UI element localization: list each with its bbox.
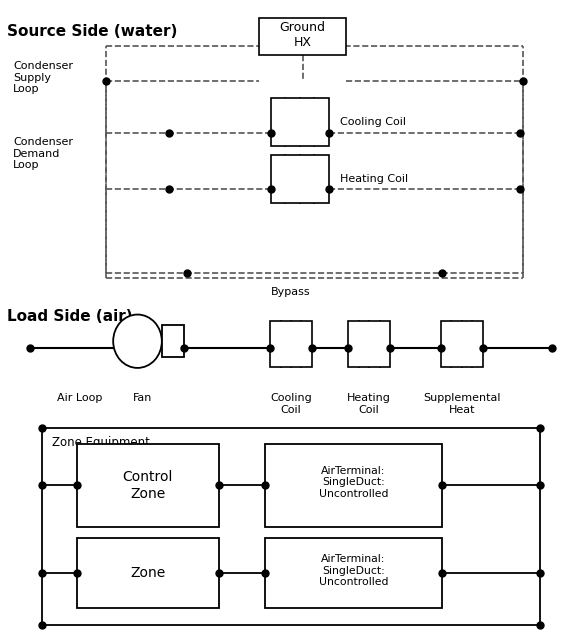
Text: Heating Coil: Heating Coil (340, 174, 409, 184)
Bar (270, 321, 312, 367)
Bar (265, 538, 442, 608)
Text: Condenser
Demand
Loop: Condenser Demand Loop (13, 137, 73, 170)
Bar (271, 156, 329, 203)
Text: Ground
HX: Ground HX (279, 21, 325, 49)
Bar (42, 428, 540, 625)
Text: Condenser
Supply
Loop: Condenser Supply Loop (13, 61, 73, 94)
Circle shape (113, 315, 162, 368)
Bar (265, 444, 442, 527)
Text: Bypass: Bypass (271, 287, 311, 297)
Text: Zone Equipment: Zone Equipment (52, 436, 150, 449)
Text: Supplemental
Heat: Supplemental Heat (423, 393, 501, 415)
Bar (441, 321, 482, 367)
Text: Cooling Coil: Cooling Coil (340, 117, 406, 127)
Text: Air Loop: Air Loop (57, 393, 102, 403)
Bar (259, 18, 346, 55)
Text: Zone: Zone (130, 566, 165, 580)
Text: Load Side (air): Load Side (air) (7, 309, 133, 325)
Text: Heating
Coil: Heating Coil (347, 393, 391, 415)
Bar (349, 321, 390, 367)
Text: Fan: Fan (133, 393, 152, 403)
Bar (162, 325, 184, 357)
Text: AirTerminal:
SingleDuct:
Uncontrolled: AirTerminal: SingleDuct: Uncontrolled (318, 554, 388, 587)
Bar (77, 444, 219, 527)
Text: Control
Zone: Control Zone (122, 470, 173, 501)
Bar (271, 98, 329, 146)
Bar (77, 538, 219, 608)
Text: Source Side (water): Source Side (water) (7, 24, 178, 39)
Text: Cooling
Coil: Cooling Coil (270, 393, 312, 415)
Text: AirTerminal:
SingleDuct:
Uncontrolled: AirTerminal: SingleDuct: Uncontrolled (318, 466, 388, 499)
